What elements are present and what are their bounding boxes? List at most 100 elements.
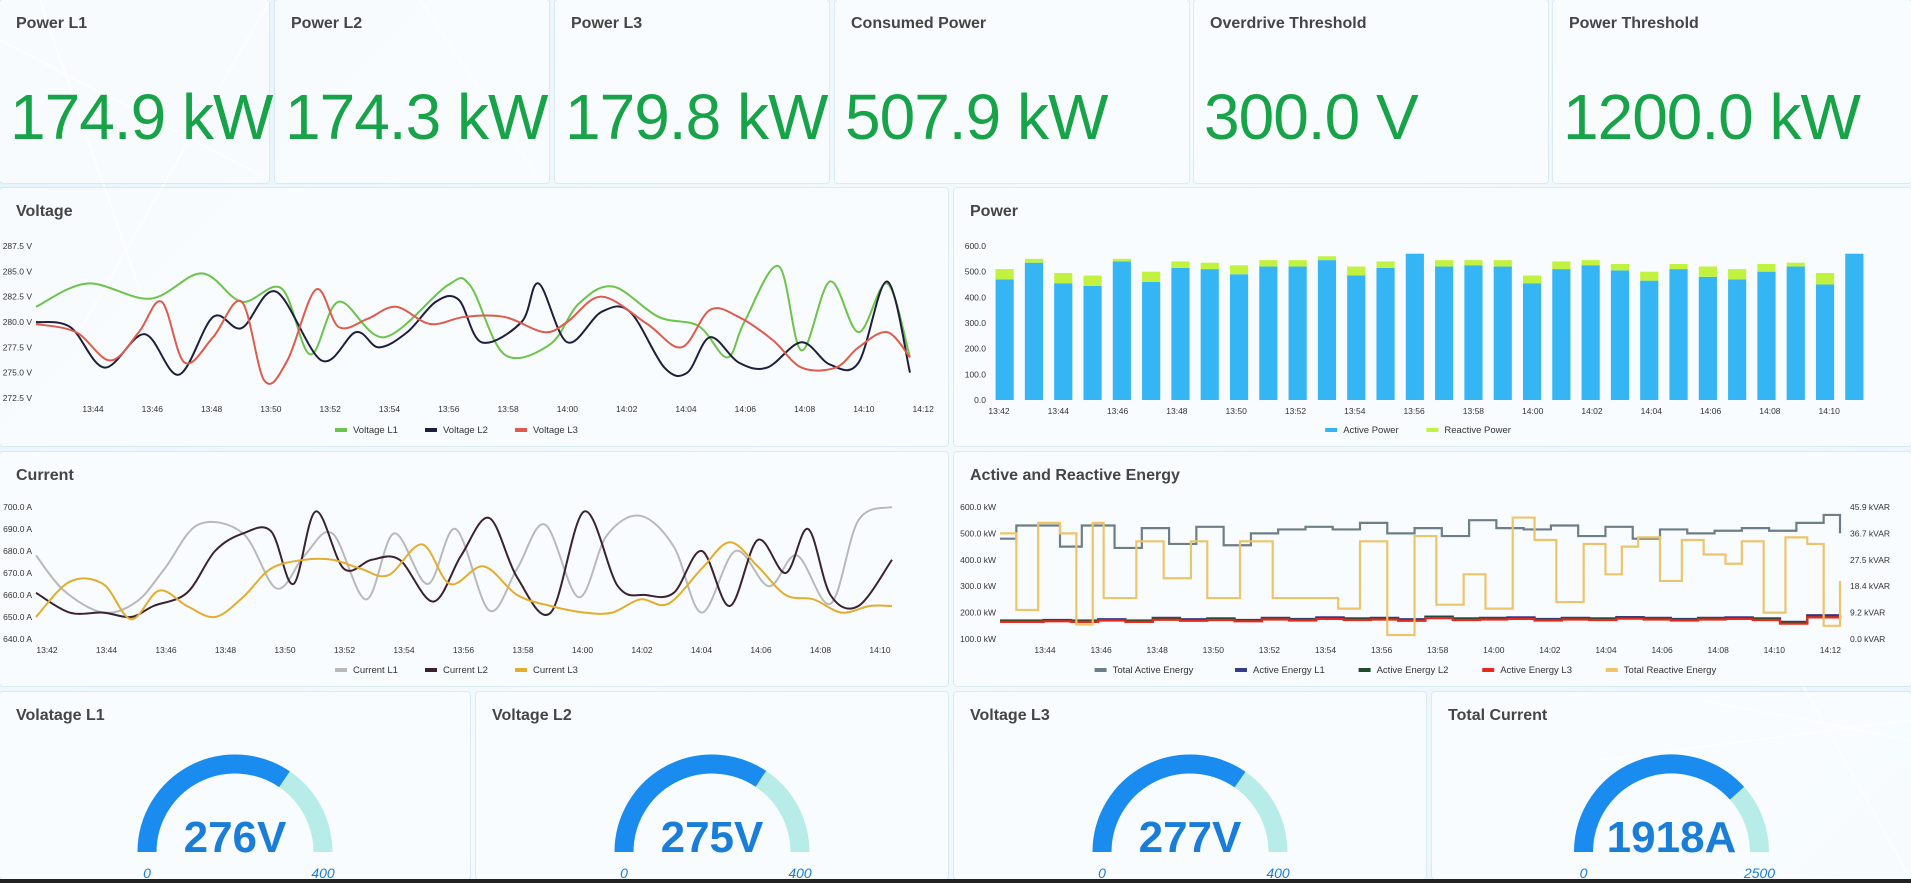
bar-reactive-power bbox=[1054, 272, 1073, 284]
bar-active-power bbox=[1464, 265, 1483, 400]
y-tick-label: 300.0 kW bbox=[960, 581, 996, 591]
gauge-min-label: 0 bbox=[1580, 865, 1588, 879]
y-tick-label: 600.0 kW bbox=[960, 502, 996, 512]
x-tick-label: 13:46 bbox=[1107, 406, 1129, 416]
x-tick-label: 14:04 bbox=[1595, 645, 1617, 655]
legend-swatch bbox=[425, 428, 437, 432]
bar-active-power bbox=[1786, 266, 1805, 400]
voltage-chart-card: Voltage 287.5 V 285.0 V 282.5 V 280.0 V 277.… bbox=[0, 188, 948, 446]
gauge-title: Voltage L2 bbox=[492, 707, 572, 724]
y-tick-label: 285.0 V bbox=[3, 266, 33, 276]
gauge: 1918A 0 2500 bbox=[1574, 754, 1775, 879]
y-right-tick-label: 45.9 kVAR bbox=[1850, 502, 1890, 512]
x-tick-label: 13:42 bbox=[36, 645, 58, 655]
gauge: 276V 0 400 bbox=[137, 754, 335, 879]
bar-active-power bbox=[1815, 284, 1835, 400]
bar-reactive-power bbox=[1083, 275, 1102, 286]
x-tick-label: 13:54 bbox=[393, 645, 415, 655]
gauge-value-arc bbox=[1092, 754, 1246, 853]
y-tick-label: 640.0 A bbox=[3, 634, 32, 644]
bar-reactive-power bbox=[1522, 275, 1542, 284]
x-tick-label: 14:02 bbox=[616, 404, 638, 414]
bar-active-power bbox=[1024, 262, 1044, 400]
x-tick-label: 14:04 bbox=[1641, 406, 1663, 416]
stat-title: Power L1 bbox=[16, 15, 88, 32]
x-tick-label: 14:06 bbox=[750, 645, 772, 655]
legend-swatch bbox=[1605, 668, 1618, 672]
bar-active-power bbox=[1200, 269, 1219, 400]
y-tick-label: 650.0 A bbox=[3, 612, 32, 622]
series-line-1 bbox=[35, 265, 911, 360]
y-tick-label: 500.0 bbox=[965, 267, 987, 277]
bar-reactive-power bbox=[1288, 260, 1307, 267]
gauge-value: 1918A bbox=[1607, 813, 1737, 862]
legend-swatch bbox=[515, 428, 527, 432]
bar-active-power bbox=[1112, 261, 1131, 400]
y-right-tick-label: 18.4 kVAR bbox=[1850, 581, 1890, 591]
x-tick-label: 14:00 bbox=[557, 404, 579, 414]
bar-active-power bbox=[1493, 266, 1512, 400]
y-right-tick-label: 0.0 kVAR bbox=[1850, 634, 1885, 644]
y-tick-label: 700.0 A bbox=[3, 502, 32, 512]
x-tick-label: 13:46 bbox=[155, 645, 177, 655]
stat-title: Power Threshold bbox=[1569, 15, 1699, 32]
x-tick-label: 13:56 bbox=[1403, 406, 1425, 416]
x-tick-label: 14:00 bbox=[1522, 406, 1544, 416]
gauge-value: 275V bbox=[661, 813, 764, 862]
gauge-card-4: Total Current 1918A 0 2500 bbox=[1432, 692, 1911, 879]
gauge-value: 277V bbox=[1139, 813, 1242, 862]
y-tick-label: 100.0 kW bbox=[960, 634, 996, 644]
stat-title: Consumed Power bbox=[851, 15, 987, 32]
x-tick-label: 13:52 bbox=[334, 645, 356, 655]
bar-active-power bbox=[1698, 276, 1717, 400]
stat-title: Power L3 bbox=[571, 15, 643, 32]
bar-reactive-power bbox=[1493, 260, 1512, 267]
bar-active-power bbox=[1054, 283, 1073, 400]
x-tick-label: 14:10 bbox=[1819, 406, 1841, 416]
y-tick-label: 300.0 bbox=[965, 318, 987, 328]
y-right-tick-label: 27.5 kVAR bbox=[1850, 555, 1890, 565]
x-tick-label: 14:08 bbox=[1759, 406, 1781, 416]
y-tick-label: 280.0 V bbox=[3, 317, 33, 327]
bar-active-power bbox=[1669, 269, 1688, 400]
y-tick-label: 500.0 kW bbox=[960, 528, 996, 538]
y-tick-label: 275.0 V bbox=[3, 368, 33, 378]
gauge-min-label: 0 bbox=[1098, 865, 1106, 879]
x-tick-label: 13:48 bbox=[1147, 645, 1169, 655]
bar-active-power bbox=[1728, 279, 1747, 400]
bar-active-power bbox=[1259, 266, 1278, 400]
bar-reactive-power bbox=[1464, 260, 1483, 266]
x-tick-label: 14:12 bbox=[913, 404, 935, 414]
series-line-2 bbox=[35, 510, 893, 619]
stat-card-6: Power Threshold 1200.0 kW bbox=[1553, 0, 1911, 183]
x-tick-label: 13:56 bbox=[438, 404, 460, 414]
stat-card-5: Overdrive Threshold 300.0 V bbox=[1194, 0, 1548, 183]
bar-reactive-power bbox=[1669, 263, 1688, 270]
legend-swatch bbox=[1325, 428, 1338, 432]
bar-active-power bbox=[1288, 266, 1307, 400]
x-tick-label: 13:44 bbox=[82, 404, 104, 414]
x-tick-label: 14:06 bbox=[1651, 645, 1673, 655]
y-tick-label: 200.0 bbox=[965, 344, 987, 354]
energy-chart: 600.0 kW 500.0 kW 400.0 kW 300.0 kW 200.0 kW… bbox=[960, 502, 1890, 676]
bar-reactive-power bbox=[1112, 258, 1131, 262]
legend-swatch bbox=[1426, 428, 1439, 432]
x-tick-label: 13:52 bbox=[320, 404, 342, 414]
legend-label: Active Energy L3 bbox=[1500, 665, 1572, 676]
legend-label: Voltage L2 bbox=[443, 425, 488, 436]
gauge-max-label: 400 bbox=[788, 865, 812, 879]
stat-card-4: Consumed Power 507.9 kW bbox=[835, 0, 1189, 183]
x-tick-label: 13:54 bbox=[1315, 645, 1337, 655]
current-chart: 700.0 A 690.0 A 680.0 A 670.0 A 660.0 A 650.0… bbox=[3, 502, 893, 676]
series-line-1 bbox=[1000, 513, 1842, 550]
current-chart-title: Current bbox=[16, 467, 74, 484]
x-tick-label: 13:44 bbox=[96, 645, 118, 655]
bar-active-power bbox=[1376, 267, 1395, 400]
x-tick-label: 13:46 bbox=[142, 404, 164, 414]
stat-title: Power L2 bbox=[291, 15, 363, 32]
gauge: 275V 0 400 bbox=[614, 754, 812, 879]
stat-card-1: Power L1 174.9 kW bbox=[0, 0, 273, 183]
bar-active-power bbox=[1522, 283, 1542, 400]
legend-label: Voltage L3 bbox=[533, 425, 578, 436]
gauge-title: Total Current bbox=[1448, 707, 1548, 724]
